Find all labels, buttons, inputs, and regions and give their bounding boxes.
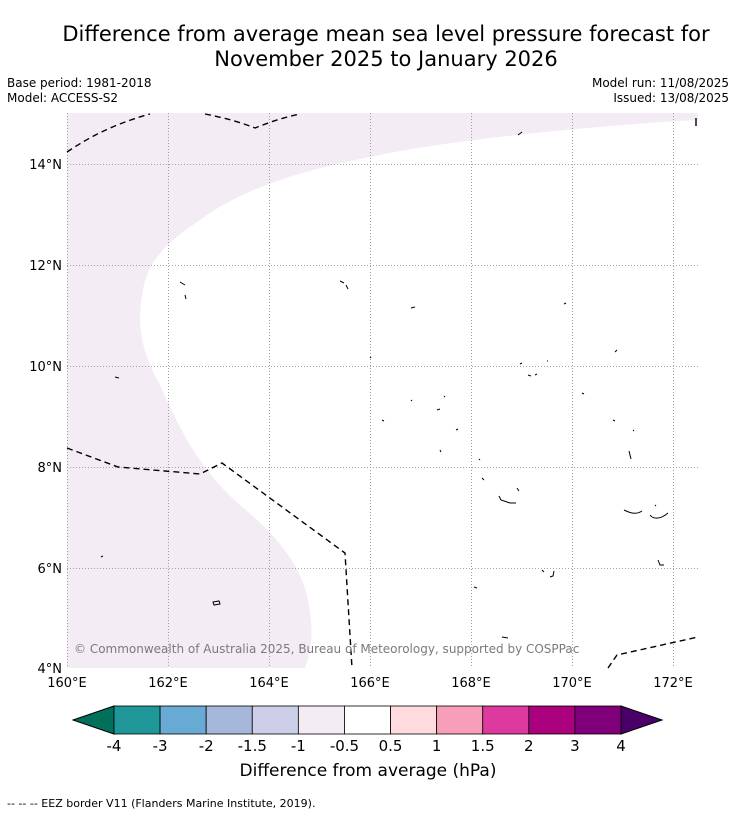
lat-label: 12°N bbox=[29, 259, 62, 274]
lon-label: 160°E bbox=[47, 676, 87, 691]
pressure-anomaly-region bbox=[67, 113, 698, 668]
metadata-left: Base period: 1981-2018 Model: ACCESS-S2 bbox=[7, 76, 152, 106]
eez-borders bbox=[66, 113, 699, 669]
copyright-notice: © Commonwealth of Australia 2025, Bureau… bbox=[74, 642, 579, 656]
lat-label: 6°N bbox=[38, 562, 63, 577]
colorbar-bin bbox=[482, 705, 530, 735]
colorbar-bin bbox=[251, 705, 299, 735]
lon-label: 168°E bbox=[451, 676, 491, 691]
colorbar-tick-label: 2 bbox=[524, 737, 534, 755]
colorbar-bin bbox=[205, 705, 253, 735]
lat-label: 4°N bbox=[38, 662, 63, 677]
colorbar-bin bbox=[159, 705, 207, 735]
colorbar-tick-label: 0.5 bbox=[379, 737, 403, 755]
issued-date: Issued: 13/08/2025 bbox=[613, 91, 729, 105]
eez-footnote: -- -- -- EEZ border V11 (Flanders Marine… bbox=[7, 797, 316, 810]
colorbar-tick-label: -4 bbox=[107, 737, 122, 755]
base-period: Base period: 1981-2018 bbox=[7, 76, 152, 90]
colorbar-bin bbox=[297, 705, 345, 735]
colorbar-under-arrow bbox=[71, 705, 115, 735]
colorbar-bin bbox=[113, 705, 161, 735]
colorbar-tick-label: 4 bbox=[616, 737, 626, 755]
model-run: Model run: 11/08/2025 bbox=[591, 76, 729, 90]
lon-label: 164°E bbox=[249, 676, 289, 691]
colorbar-title: Difference from average (hPa) bbox=[239, 761, 497, 781]
title-line-2: November 2025 to January 2026 bbox=[214, 47, 558, 71]
colorbar-tick-label: 1.5 bbox=[471, 737, 495, 755]
colorbar-tick-label: -1.5 bbox=[238, 737, 267, 755]
colorbar-tick-label: -0.5 bbox=[330, 737, 359, 755]
lat-label: 8°N bbox=[38, 461, 63, 476]
colorbar-tick-label: 1 bbox=[432, 737, 442, 755]
lat-label: 10°N bbox=[29, 360, 62, 375]
colorbar-tick-label: -2 bbox=[199, 737, 214, 755]
colorbar-bin bbox=[344, 705, 391, 735]
colorbar-tick-label: -3 bbox=[153, 737, 168, 755]
lon-label: 162°E bbox=[148, 676, 188, 691]
longitude-labels: 160°E 162°E 164°E 166°E 168°E 170°E 172°… bbox=[47, 676, 693, 691]
colorbar: -4 -3 -2 -1.5 -1 -0.5 0.5 1 1.5 2 3 4 bbox=[71, 705, 664, 755]
map-title: Difference from average mean sea level p… bbox=[36, 22, 736, 72]
title-line-1: Difference from average mean sea level p… bbox=[62, 22, 710, 46]
colorbar-tick-label: -1 bbox=[291, 737, 306, 755]
colorbar-bin bbox=[574, 705, 622, 735]
graticule bbox=[67, 113, 698, 668]
lon-label: 172°E bbox=[653, 676, 693, 691]
colorbar-tick-label: 3 bbox=[570, 737, 580, 755]
lon-label: 166°E bbox=[350, 676, 390, 691]
latitude-labels: 14°N 12°N 10°N 8°N 6°N 4°N bbox=[29, 158, 62, 677]
lat-label: 14°N bbox=[29, 158, 62, 173]
colorbar-bin bbox=[390, 705, 438, 735]
islands bbox=[100, 131, 669, 639]
lon-label: 170°E bbox=[552, 676, 592, 691]
colorbar-over-arrow bbox=[620, 705, 664, 735]
model-name: Model: ACCESS-S2 bbox=[7, 91, 119, 105]
colorbar-bin bbox=[528, 705, 576, 735]
colorbar-bin bbox=[436, 705, 484, 735]
metadata-right: Model run: 11/08/2025 Issued: 13/08/2025 bbox=[592, 76, 729, 106]
